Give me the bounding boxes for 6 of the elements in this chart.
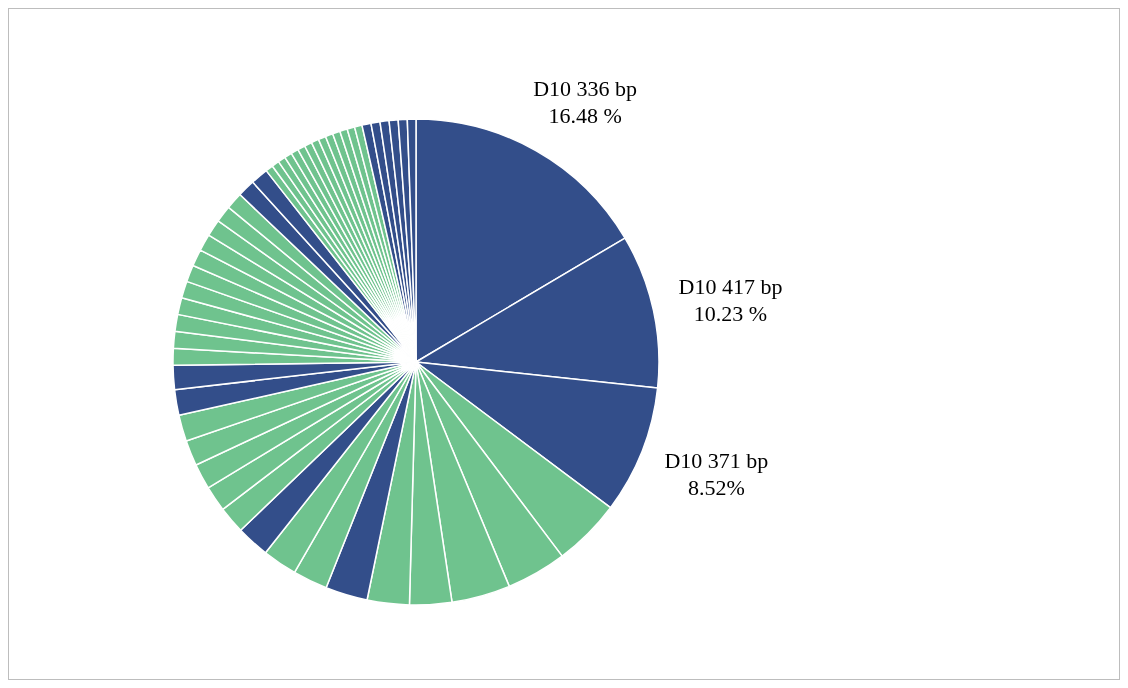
data-label: 10.23 % [693, 301, 768, 327]
slice-label: D10 371 bp [664, 447, 769, 473]
slice-label: D10 417 bp [678, 273, 783, 299]
data-label: 16.48 % [548, 103, 622, 129]
slice-label: D10 336 bp [533, 75, 638, 101]
data-label: 8.52% [687, 475, 745, 501]
